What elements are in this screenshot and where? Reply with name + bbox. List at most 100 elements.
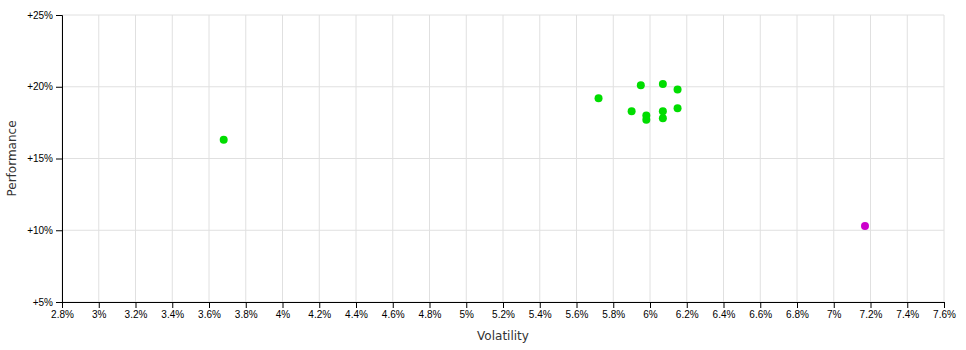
- x-tick: 5.8%: [602, 302, 625, 320]
- y-axis-title: Performance: [5, 120, 19, 196]
- x-tick: 7.6%: [933, 302, 956, 320]
- x-tick: 4.8%: [419, 302, 442, 320]
- x-tick-label: 5.2%: [492, 309, 515, 320]
- point: [220, 136, 228, 144]
- x-tick-mark: [356, 302, 357, 308]
- x-tick-label: 2.8%: [51, 309, 74, 320]
- x-tick-label: 4%: [276, 309, 291, 320]
- y-tick-mark: [56, 159, 62, 160]
- x-tick: 3.6%: [198, 302, 221, 320]
- series: [861, 222, 869, 230]
- x-axis-line: [63, 303, 945, 309]
- y-tick: +5%: [33, 297, 62, 308]
- series: [220, 80, 682, 144]
- x-tick: 3.8%: [235, 302, 258, 320]
- x-tick-mark: [209, 302, 210, 308]
- grid-line-y: [62, 158, 944, 159]
- point: [674, 104, 682, 112]
- x-tick-mark: [871, 302, 872, 308]
- x-tick-label: 7.4%: [896, 309, 919, 320]
- grid-line-y: [62, 15, 944, 16]
- x-tick-mark: [834, 302, 835, 308]
- x-tick-label: 6%: [643, 309, 658, 320]
- y-tick-label: +5%: [33, 297, 53, 308]
- y-tick: +15%: [27, 153, 62, 164]
- x-tick: 4.6%: [382, 302, 405, 320]
- x-tick-mark: [430, 302, 431, 308]
- x-tick-label: 3.2%: [125, 309, 148, 320]
- x-tick: 6.6%: [749, 302, 772, 320]
- x-tick-mark: [687, 302, 688, 308]
- x-tick-label: 5.4%: [529, 309, 552, 320]
- x-tick-label: 3.8%: [235, 309, 258, 320]
- x-tick-label: 7.6%: [933, 309, 956, 320]
- x-tick-mark: [760, 302, 761, 308]
- y-tick: +25%: [27, 10, 62, 21]
- x-tick-label: 7%: [827, 309, 842, 320]
- x-tick-mark: [319, 302, 320, 308]
- x-tick-mark: [136, 302, 137, 308]
- x-tick-mark: [393, 302, 394, 308]
- x-tick-mark: [283, 302, 284, 308]
- x-tick-mark: [797, 302, 798, 308]
- points: [220, 80, 869, 230]
- point: [637, 81, 645, 89]
- point: [659, 80, 667, 88]
- y-tick-label: +20%: [27, 81, 53, 92]
- x-tick: 3.2%: [125, 302, 148, 320]
- x-tick-label: 5.6%: [566, 309, 589, 320]
- point: [595, 94, 603, 102]
- x-tick-label: 3.4%: [161, 309, 184, 320]
- y-tick-label: +10%: [27, 225, 53, 236]
- y-tick-mark: [56, 302, 62, 303]
- point: [674, 86, 682, 94]
- x-tick: 3%: [92, 302, 107, 320]
- y-tick: +10%: [27, 225, 62, 236]
- x-tick: 4.4%: [345, 302, 368, 320]
- x-axis: 2.8% 3% 3.2% 3.4% 3.6% 3.8% 4% 4.2% 4.4% 4.6% 4.8%…: [51, 302, 956, 320]
- x-tick-mark: [503, 302, 504, 308]
- x-tick: 4%: [276, 302, 291, 320]
- x-tick-mark: [944, 302, 945, 308]
- x-tick-label: 6.4%: [713, 309, 736, 320]
- x-tick-label: 4.2%: [308, 309, 331, 320]
- x-tick: 3.4%: [161, 302, 184, 320]
- x-tick-mark: [613, 302, 614, 308]
- x-tick-mark: [540, 302, 541, 308]
- x-tick: 5.6%: [566, 302, 589, 320]
- x-tick-label: 6.6%: [749, 309, 772, 320]
- x-tick-label: 3%: [92, 309, 107, 320]
- x-tick-label: 5%: [460, 309, 475, 320]
- y-tick-mark: [56, 230, 62, 231]
- y-tick-mark: [56, 87, 62, 88]
- x-tick: 7.2%: [860, 302, 883, 320]
- point: [628, 107, 636, 115]
- point: [642, 116, 650, 124]
- x-tick: 5%: [460, 302, 475, 320]
- x-tick-label: 7.2%: [860, 309, 883, 320]
- x-tick-mark: [724, 302, 725, 308]
- x-tick-label: 5.8%: [602, 309, 625, 320]
- x-tick: 4.2%: [308, 302, 331, 320]
- x-tick-label: 6.2%: [676, 309, 699, 320]
- x-tick: 6.8%: [786, 302, 809, 320]
- x-tick-mark: [650, 302, 651, 308]
- x-tick-label: 4.6%: [382, 309, 405, 320]
- chart: 2.8% 3% 3.2% 3.4% 3.6% 3.8% 4% 4.2% 4.4% 4.6% 4.8%…: [0, 0, 966, 350]
- x-tick: 6%: [643, 302, 658, 320]
- x-tick: 7.4%: [896, 302, 919, 320]
- x-tick-mark: [907, 302, 908, 308]
- x-tick: 7%: [827, 302, 842, 320]
- y-tick: +20%: [27, 81, 62, 92]
- y-tick-mark: [56, 15, 62, 16]
- x-tick-mark: [99, 302, 100, 308]
- x-tick-mark: [246, 302, 247, 308]
- x-tick-mark: [172, 302, 173, 308]
- y-axis-line: [56, 16, 63, 303]
- y-axis: +5% +10% +15% +20% +25%: [27, 10, 62, 308]
- point: [659, 107, 667, 115]
- x-tick-label: 4.4%: [345, 309, 368, 320]
- x-tick: 5.4%: [529, 302, 552, 320]
- grid: [62, 15, 944, 302]
- x-tick-mark: [466, 302, 467, 308]
